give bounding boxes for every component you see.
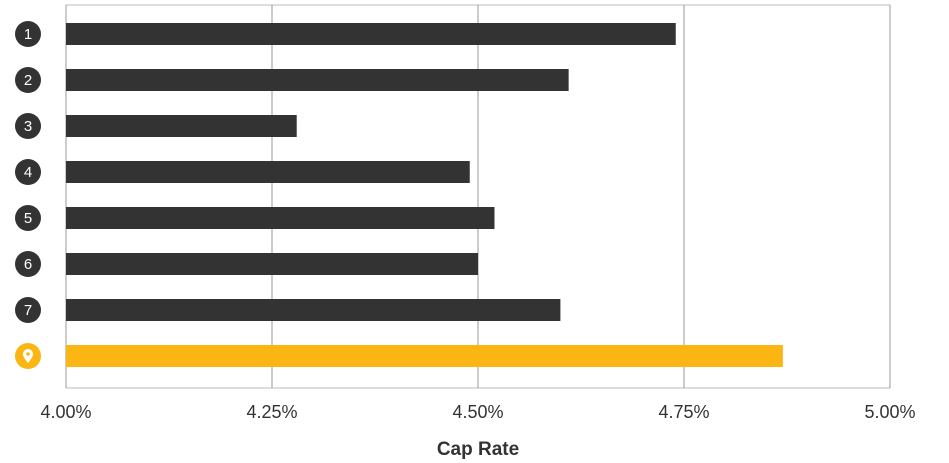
bar <box>66 23 676 45</box>
category-badge <box>15 67 41 93</box>
bar <box>66 253 478 275</box>
y-tick-label: 7 <box>24 302 32 319</box>
x-tick-label: 4.75% <box>658 402 709 422</box>
y-tick-label: 3 <box>24 118 32 135</box>
category-badge <box>15 159 41 185</box>
category-badge <box>15 251 41 277</box>
bar <box>66 115 297 137</box>
y-tick-label: 2 <box>24 72 32 89</box>
x-tick-label: 5.00% <box>864 402 915 422</box>
bar <box>66 161 470 183</box>
location-pin-icon <box>23 349 33 363</box>
y-tick-label: 5 <box>24 210 32 227</box>
x-tick-label: 4.50% <box>452 402 503 422</box>
y-tick-label: 6 <box>24 256 32 273</box>
category-badge <box>15 205 41 231</box>
y-tick-label: 4 <box>24 164 32 181</box>
bar <box>66 207 495 229</box>
category-badge <box>15 113 41 139</box>
category-badge <box>15 297 41 323</box>
bar <box>66 345 783 367</box>
x-tick-label: 4.25% <box>246 402 297 422</box>
bar <box>66 299 561 321</box>
y-tick-label: 1 <box>24 26 32 43</box>
location-pin-dot <box>26 352 30 356</box>
category-badge <box>15 21 41 47</box>
x-tick-label: 4.00% <box>40 402 91 422</box>
bar <box>66 69 569 91</box>
x-axis-label: Cap Rate <box>437 439 519 460</box>
